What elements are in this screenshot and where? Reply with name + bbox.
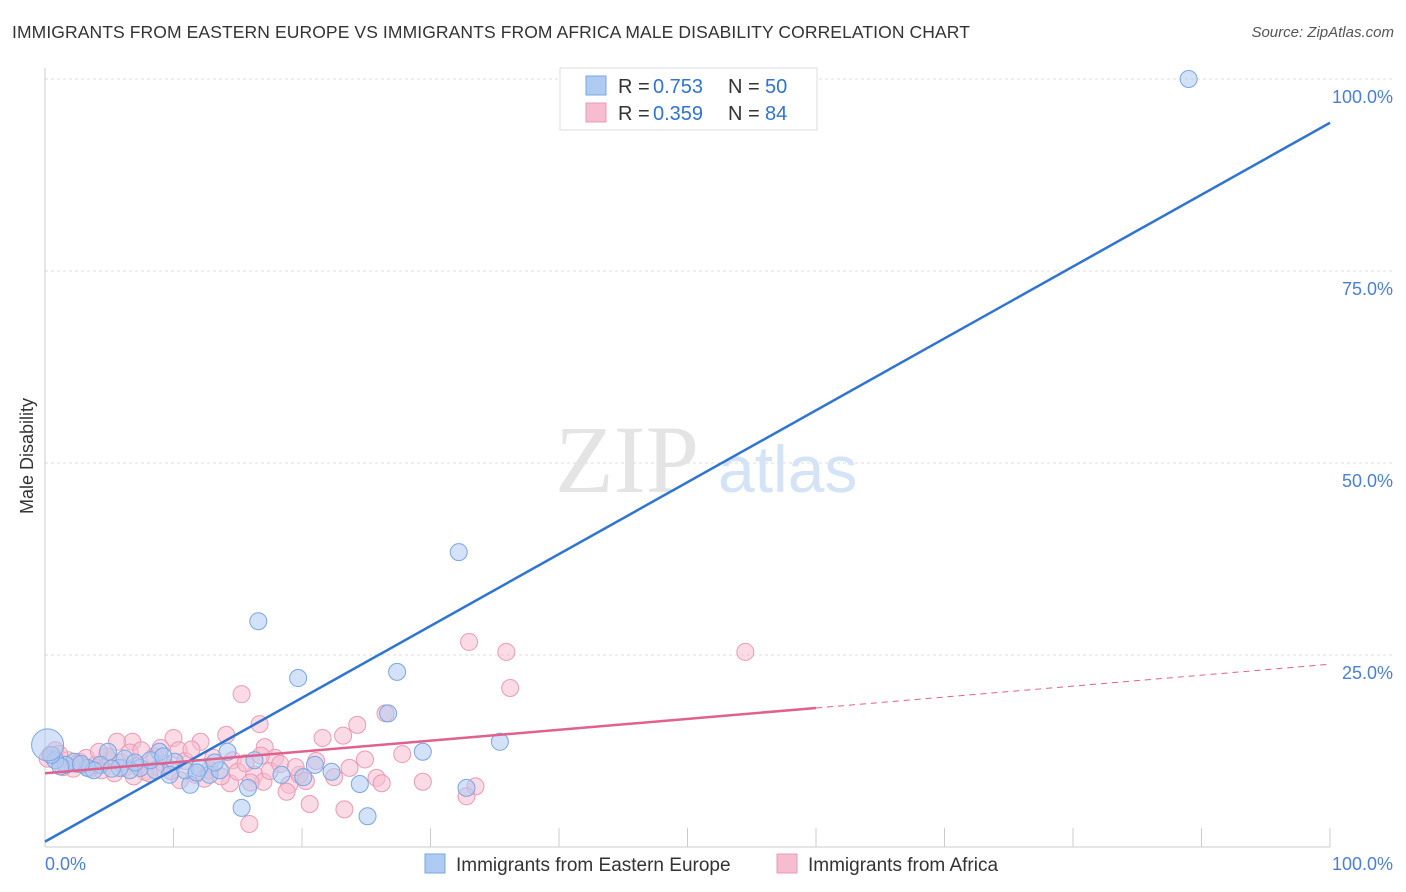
point-eastern-europe <box>31 728 65 762</box>
point-africa <box>497 642 516 661</box>
x-ticks <box>44 828 1331 847</box>
point-africa <box>232 685 251 704</box>
point-africa <box>335 800 354 819</box>
point-eastern-europe <box>388 662 407 681</box>
y-tick-label-100: 100.0% <box>1332 87 1393 107</box>
point-eastern-europe <box>305 755 324 774</box>
point-eastern-europe <box>350 775 369 794</box>
legend-r-value-0: 0.753 <box>653 76 703 98</box>
point-africa <box>736 642 755 661</box>
legend-n-label-0: N = <box>728 76 760 98</box>
point-eastern-europe <box>272 765 291 784</box>
point-africa <box>393 745 412 764</box>
point-eastern-europe <box>358 807 377 826</box>
legend-r-label-0: R = <box>618 76 650 98</box>
point-africa <box>300 794 319 813</box>
point-eastern-europe <box>457 778 476 797</box>
point-eastern-europe <box>232 798 251 817</box>
bottom-legend-swatch-pink <box>776 853 798 874</box>
point-africa <box>460 632 479 651</box>
source-label: Source: ZipAtlas.com <box>1251 24 1394 41</box>
chart-title: IMMIGRANTS FROM EASTERN EUROPE VS IMMIGR… <box>12 22 971 42</box>
gridlines <box>45 78 1393 656</box>
point-africa <box>340 758 359 777</box>
point-africa <box>182 740 201 759</box>
y-tick-label-75: 75.0% <box>1342 279 1393 299</box>
point-africa <box>355 750 374 769</box>
y-axis-label: Male Disability <box>17 398 37 514</box>
watermark-atlas: atlas <box>718 432 857 506</box>
point-eastern-europe <box>379 704 398 723</box>
point-eastern-europe <box>218 742 237 761</box>
point-eastern-europe <box>289 669 308 688</box>
point-eastern-europe <box>239 778 258 797</box>
y-tick-label-25: 25.0% <box>1342 663 1393 683</box>
point-africa <box>372 774 391 793</box>
legend-swatch-blue <box>585 75 607 96</box>
point-eastern-europe <box>1179 70 1198 88</box>
watermark-zip: ZIP <box>555 406 699 513</box>
point-africa <box>277 782 296 801</box>
point-africa <box>348 715 367 734</box>
point-eastern-europe <box>413 742 432 761</box>
trendline-africa-extension <box>815 663 1331 709</box>
y-tick-label-50: 50.0% <box>1342 471 1393 491</box>
point-africa <box>313 728 332 747</box>
point-eastern-europe <box>249 612 268 631</box>
legend-n-value-1: 84 <box>765 103 787 125</box>
point-eastern-europe <box>71 755 90 774</box>
point-eastern-europe <box>187 763 206 782</box>
x-tick-label-0: 0.0% <box>45 854 86 874</box>
legend-swatch-pink <box>585 102 607 123</box>
point-africa <box>240 814 259 833</box>
bottom-legend-swatch-blue <box>424 853 446 874</box>
legend-r-value-1: 0.359 <box>653 103 703 125</box>
point-eastern-europe <box>490 732 509 751</box>
legend-r-label-1: R = <box>618 103 650 125</box>
x-tick-label-100: 100.0% <box>1332 854 1393 874</box>
point-eastern-europe <box>205 753 224 772</box>
bottom-legend-label-pink: Immigrants from Africa <box>808 855 998 876</box>
trendline-eastern-europe <box>44 121 1331 843</box>
legend-n-value-0: 50 <box>765 76 787 98</box>
trendline-africa <box>44 706 817 775</box>
point-africa <box>501 679 520 698</box>
point-eastern-europe <box>125 753 144 772</box>
bottom-legend: Immigrants from Eastern Europe Immigrant… <box>424 853 998 876</box>
point-africa <box>334 726 353 745</box>
bottom-legend-label-blue: Immigrants from Eastern Europe <box>456 855 731 876</box>
stats-legend: R = 0.753 N = 50 R = 0.359 N = 84 <box>559 67 818 131</box>
legend-n-label-1: N = <box>728 103 760 125</box>
point-eastern-europe <box>449 543 468 562</box>
point-africa <box>413 772 432 791</box>
point-eastern-europe <box>322 762 341 781</box>
point-eastern-europe <box>154 747 173 766</box>
point-eastern-europe <box>294 768 313 787</box>
